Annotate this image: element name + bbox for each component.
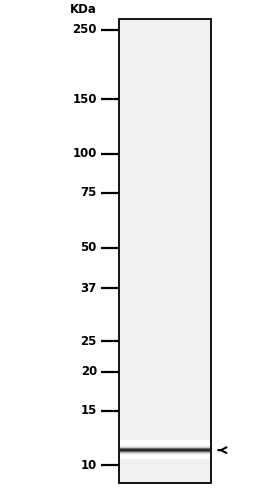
Bar <box>119 453 210 454</box>
Bar <box>119 445 210 446</box>
Bar <box>119 442 210 443</box>
Bar <box>119 449 210 451</box>
Bar <box>119 448 210 449</box>
Bar <box>119 442 210 444</box>
Bar <box>119 444 210 446</box>
Text: 150: 150 <box>72 93 97 105</box>
Bar <box>119 441 210 442</box>
Bar <box>119 458 210 459</box>
Text: 10: 10 <box>81 459 97 472</box>
Bar <box>119 451 210 452</box>
Bar <box>119 453 210 454</box>
Bar <box>119 449 210 450</box>
Bar <box>119 457 210 458</box>
Bar <box>119 445 210 446</box>
Bar <box>119 447 210 448</box>
Text: 15: 15 <box>80 404 97 417</box>
Bar <box>119 448 210 450</box>
Bar <box>119 450 210 452</box>
Bar <box>119 446 210 447</box>
Text: 37: 37 <box>81 282 97 295</box>
Bar <box>119 445 210 447</box>
Text: 50: 50 <box>80 241 97 254</box>
Text: 25: 25 <box>80 335 97 348</box>
Bar <box>119 456 210 457</box>
Text: 100: 100 <box>72 147 97 161</box>
Bar <box>119 449 210 450</box>
Bar <box>119 454 210 455</box>
Bar <box>119 444 210 445</box>
Bar <box>119 446 210 447</box>
Bar <box>119 447 210 448</box>
Bar <box>119 451 210 453</box>
Bar <box>119 20 211 483</box>
Bar <box>119 450 210 451</box>
Bar <box>119 441 210 443</box>
Bar <box>119 455 210 457</box>
Text: 20: 20 <box>81 365 97 378</box>
Bar <box>119 452 210 453</box>
Text: KDa: KDa <box>70 3 97 17</box>
Text: 250: 250 <box>72 23 97 37</box>
Bar <box>119 441 210 442</box>
Bar <box>119 456 210 458</box>
Text: 75: 75 <box>80 186 97 199</box>
Bar <box>119 447 210 449</box>
Bar <box>119 452 210 454</box>
Bar <box>119 443 210 444</box>
Bar <box>119 453 210 455</box>
Bar <box>119 457 210 458</box>
Bar <box>119 454 210 456</box>
Bar <box>119 455 210 456</box>
Bar <box>119 443 210 445</box>
